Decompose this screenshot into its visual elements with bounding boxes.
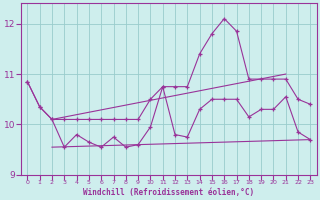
X-axis label: Windchill (Refroidissement éolien,°C): Windchill (Refroidissement éolien,°C): [83, 188, 254, 197]
